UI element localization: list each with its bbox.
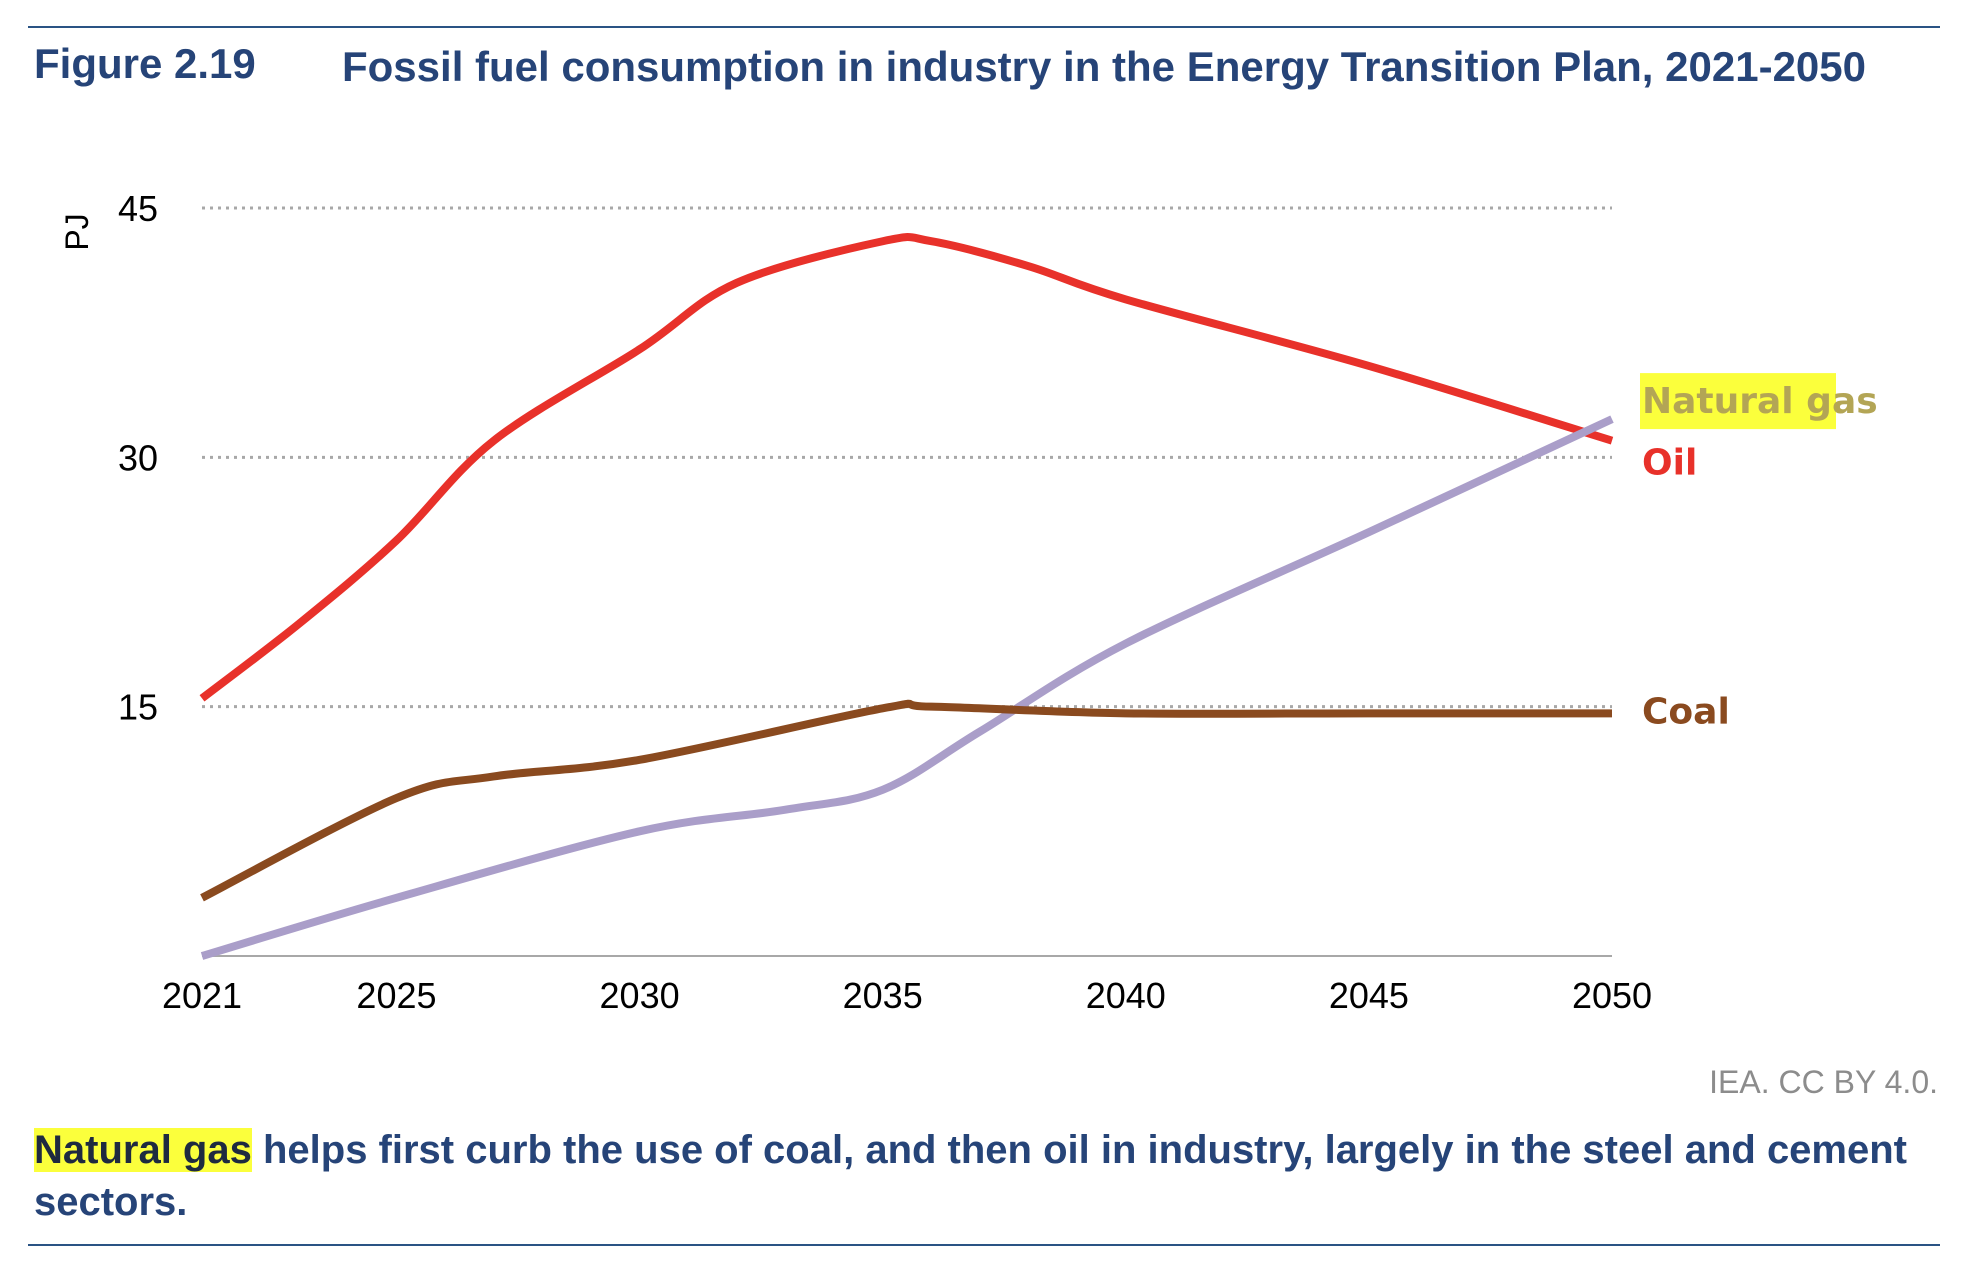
x-tick-label: 2030: [600, 975, 680, 1016]
y-tick-label: 15: [118, 687, 158, 728]
x-tick-label: 2045: [1329, 975, 1409, 1016]
caption-highlight: Natural gas: [34, 1128, 252, 1172]
y-axis-label: PJ: [59, 213, 95, 250]
gridlines: [202, 206, 1612, 709]
series-line-oil: [199, 233, 1614, 702]
series-label-oil: Oil: [1642, 443, 1697, 484]
y-tick-labels: 15 30 45: [118, 188, 158, 728]
label-highlight: [1640, 373, 1836, 430]
series-line-coal: [200, 699, 1612, 902]
x-tick-label: 2040: [1086, 975, 1166, 1016]
series-labels: Oil Natural gas Coal: [1640, 373, 1878, 732]
source-note: IEA. CC BY 4.0.: [1709, 1064, 1938, 1100]
x-tick-labels: 2021 2025 2030 2035 2040 2045 2050: [162, 975, 1652, 1016]
x-tick-label: 2025: [356, 975, 436, 1016]
figure-title: Fossil fuel consumption in industry in t…: [342, 43, 1866, 90]
figure-number: Figure 2.19: [34, 40, 256, 87]
y-tick-label: 45: [118, 188, 158, 229]
series-lines: [199, 233, 1614, 960]
series-label-natural-gas: Natural gas: [1642, 381, 1878, 422]
top-rule: [28, 26, 1940, 28]
line-chart: PJ 15 30 45 2021 2025 2030 2035 2040 2045 2050 O…: [59, 188, 1878, 1016]
x-tick-label: 2035: [843, 975, 923, 1016]
figure-caption: Natural gas helps first curb the use of …: [34, 1124, 1944, 1228]
caption-text: helps first curb the use of coal, and th…: [34, 1128, 1907, 1224]
x-tick-label: 2050: [1572, 975, 1652, 1016]
y-tick-label: 30: [118, 437, 158, 478]
x-tick-label: 2021: [162, 975, 242, 1016]
series-line-natural-gas: [200, 415, 1614, 960]
series-label-coal: Coal: [1642, 691, 1730, 732]
bottom-rule: [28, 1244, 1940, 1246]
